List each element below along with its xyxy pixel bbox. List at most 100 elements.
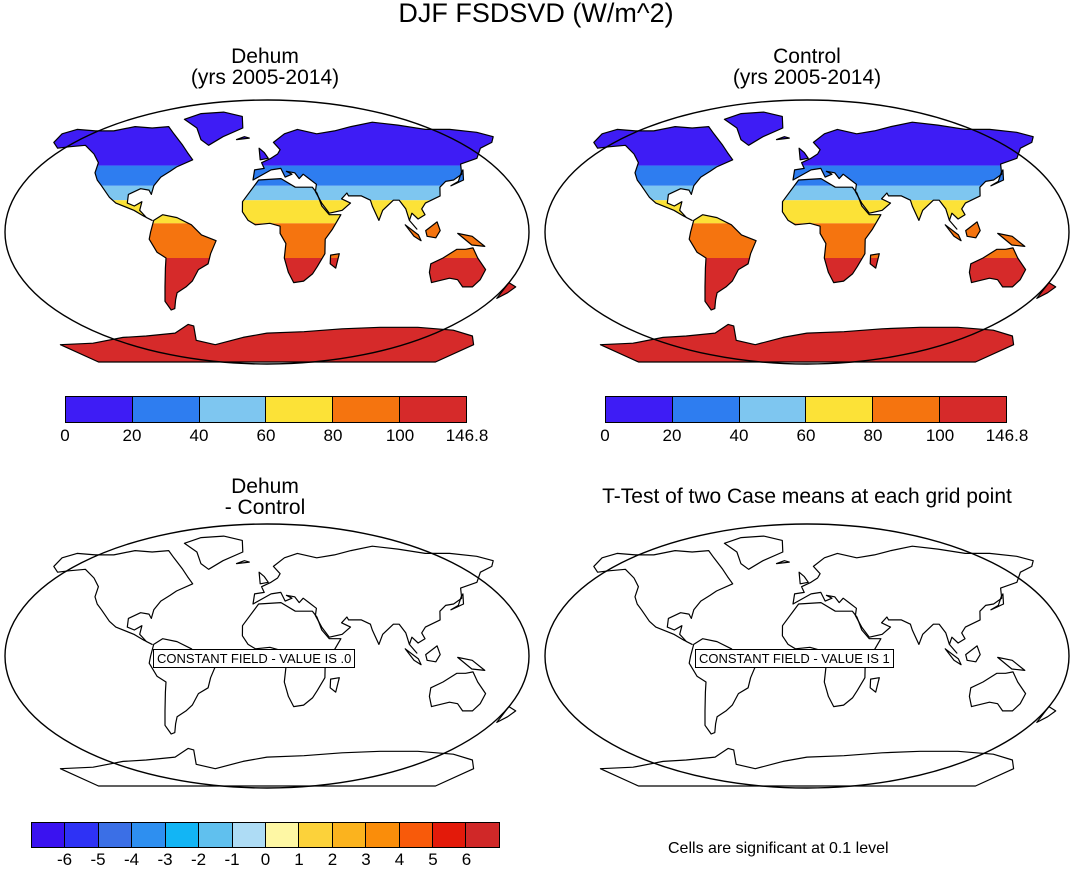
control-colorbar [605,396,1007,423]
coastline-antarctica [59,323,475,363]
colorbar-tick-label: 80 [323,426,343,445]
map-border [4,523,530,789]
coastline-newguinea [457,656,486,671]
colorbar-swatch [806,397,874,422]
colorbar-swatch [466,823,499,847]
coastline-africa [781,178,882,284]
coastline-madagascar [869,253,880,269]
coastline-borneo [425,645,441,663]
coastline-japan [450,593,465,611]
map-border [4,99,530,365]
colorbar-tick-label: 146.8 [445,426,489,445]
colorbar-swatch [132,397,200,422]
colorbar-swatch [65,823,99,847]
colorbar-tick-label: 0 [260,850,271,869]
colorbar-swatch [940,397,1006,422]
coastline-uk [798,147,809,161]
coastline-japan [990,169,1005,187]
coastline-eurasia [792,545,1034,654]
colorbar-swatch [433,823,467,847]
coastline-borneo [965,221,981,239]
coastline-australia [968,671,1027,712]
colorbar-swatch [366,823,400,847]
coastline-newguinea [457,232,486,247]
control-map [544,99,1070,365]
coastline-madagascar [329,253,340,269]
colorbar-swatch [739,397,807,422]
colorbar-swatch [66,397,133,422]
colorbar-tick-label: -5 [90,850,106,869]
diff-title-line2: - Control [224,496,306,519]
colorbar-tick-label: -2 [190,850,207,869]
coastline-greenland [183,111,244,146]
coastline-borneo [965,645,981,663]
colorbar-tick-label: 1 [294,850,304,869]
diff-title-line1: Dehum [231,475,299,498]
coastline-sumatra [944,224,962,242]
coastline-newguinea [997,656,1026,671]
coastline-na [593,126,734,221]
coastline-iceland [235,560,250,565]
control-panel-title: Control (yrs 2005-2014) [632,46,982,88]
colorbar-swatch [165,823,200,847]
colorbar-swatch [265,823,300,847]
significance-note: Cells are significant at 0.1 level [668,840,889,857]
coastline-sumatra [404,648,422,666]
coastline-iceland [235,136,250,141]
control-colorbar-labels: 0 20 40 60 80 100 146.8 [600,426,1028,448]
colorbar-tick-label: 40 [729,426,749,445]
coastline-iceland [775,136,790,141]
coastline-greenland [723,535,784,570]
control-title-line2: (yrs 2005-2014) [732,66,882,89]
coastline-greenland [723,111,784,146]
ttest-panel-title: T-Test of two Case means at each grid po… [602,485,1012,508]
colorbar-tick-label: 2 [327,850,338,869]
colorbar-swatch [199,397,267,422]
colorbar-tick-label: 3 [361,850,371,869]
diff-panel-title: Dehum - Control [90,476,440,518]
colorbar-tick-label: -1 [224,850,240,869]
coastline-japan [450,169,465,187]
colorbar-tick-label: 20 [662,426,682,445]
colorbar-tick-label: 0 [600,426,610,445]
colorbar-tick-label: 6 [461,850,472,869]
coastline-australia [428,247,487,288]
diff-colorbar [31,822,500,848]
colorbar-tick-label: 80 [863,426,883,445]
coastline-antarctica [599,323,1015,363]
colorbar-tick-label: 100 [925,426,955,445]
dehum-title-line1: Dehum [231,45,299,68]
colorbar-tick-label: 100 [385,426,415,445]
colorbar-tick-label: 20 [122,426,142,445]
colorbar-tick-label: 4 [394,850,405,869]
colorbar-tick-label: 40 [189,426,209,445]
control-title-line1: Control [773,45,841,68]
ttest-constant-field-label: CONSTANT FIELD - VALUE IS 1 [695,649,894,668]
colorbar-swatch [399,823,434,847]
coastline-uk [258,147,269,161]
coastline-na [53,126,194,221]
colorbar-swatch [266,397,334,422]
dehum-title-line2: (yrs 2005-2014) [190,66,340,89]
colorbar-tick-label: 146.8 [985,426,1029,445]
colorbar-swatch [299,823,333,847]
colorbar-swatch [199,823,233,847]
coastline-nz [1036,706,1057,723]
colorbar-tick-label: -3 [157,850,173,869]
colorbar-swatch [132,823,166,847]
dehum-map [4,99,530,365]
colorbar-swatch [606,397,673,422]
coastline-nz [1036,282,1057,299]
dehum-colorbar [65,396,467,423]
coastline-nz [496,706,517,723]
coastline-australia [968,247,1027,288]
coastline-borneo [425,221,441,239]
colorbar-tick-label: 60 [256,426,276,445]
colorbar-swatch [232,823,266,847]
coastline-nz [496,282,517,299]
colorbar-swatch [333,397,401,422]
coastline-uk [258,571,269,585]
diff-colorbar-labels: -6 -5 -4 -3 -2 -1 0 1 2 3 4 5 6 [31,850,500,870]
colorbar-swatch [672,397,740,422]
map-border [544,523,1070,789]
